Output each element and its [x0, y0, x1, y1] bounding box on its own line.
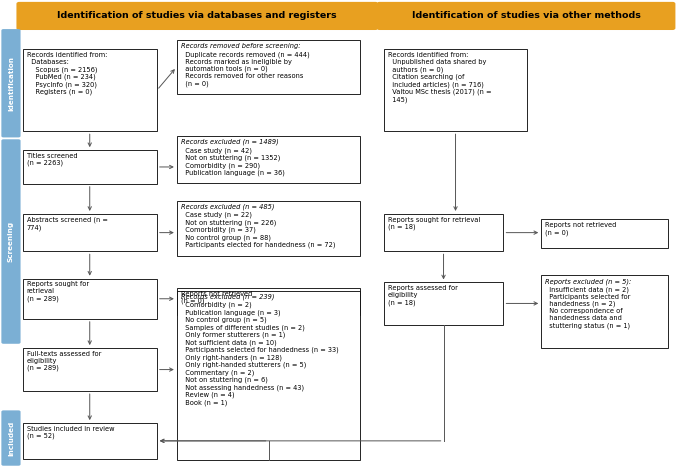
FancyBboxPatch shape: [1, 410, 21, 466]
Text: Reports sought for retrieval
(n = 18): Reports sought for retrieval (n = 18): [388, 217, 480, 230]
Text: Records removed before screening:: Records removed before screening:: [181, 43, 300, 49]
Text: Records identified from:
  Databases:
    Scopus (n = 2156)
    PubMed (n = 234): Records identified from: Databases: Scop…: [27, 52, 107, 95]
Text: Studies included in review
(n = 52): Studies included in review (n = 52): [27, 426, 114, 439]
FancyBboxPatch shape: [23, 348, 157, 391]
FancyBboxPatch shape: [1, 139, 21, 344]
FancyBboxPatch shape: [23, 49, 157, 131]
FancyBboxPatch shape: [384, 214, 503, 251]
Text: Abstracts screened (n =
774): Abstracts screened (n = 774): [27, 217, 108, 231]
Text: Records excluded (n = 485): Records excluded (n = 485): [181, 204, 274, 210]
Text: Records excluded (n = 239): Records excluded (n = 239): [181, 294, 274, 300]
FancyBboxPatch shape: [384, 49, 527, 131]
FancyBboxPatch shape: [384, 282, 503, 325]
Text: Identification of studies via databases and registers: Identification of studies via databases …: [58, 11, 337, 21]
FancyBboxPatch shape: [541, 219, 668, 248]
Text: Comorbidity (n = 2)
  Publication language (n = 3)
  No control group (n = 5)
  : Comorbidity (n = 2) Publication language…: [181, 302, 338, 406]
FancyBboxPatch shape: [16, 2, 378, 30]
FancyBboxPatch shape: [23, 279, 157, 319]
FancyBboxPatch shape: [177, 40, 360, 94]
FancyBboxPatch shape: [377, 2, 675, 30]
Text: Full-texts assessed for
eligibility
(n = 289): Full-texts assessed for eligibility (n =…: [27, 351, 101, 371]
FancyBboxPatch shape: [23, 423, 157, 459]
Text: Case study (n = 22)
  Not on stuttering (n = 226)
  Comorbidity (n = 37)
  No co: Case study (n = 22) Not on stuttering (n…: [181, 212, 336, 249]
Text: Reports not retrieved
(n = 0): Reports not retrieved (n = 0): [181, 291, 252, 304]
FancyBboxPatch shape: [177, 201, 360, 256]
FancyBboxPatch shape: [177, 136, 360, 183]
Text: Insufficient data (n = 2)
  Participants selected for
  handedness (n = 2)
  No : Insufficient data (n = 2) Participants s…: [545, 287, 631, 329]
Text: Screening: Screening: [8, 221, 14, 262]
Text: Records identified from:
  Unpublished data shared by
  authors (n = 0)
  Citati: Records identified from: Unpublished dat…: [388, 52, 491, 103]
FancyBboxPatch shape: [23, 150, 157, 184]
Text: Identification: Identification: [8, 56, 14, 111]
Text: Case study (n = 42)
  Not on stuttering (n = 1352)
  Comorbidity (n = 290)
  Pub: Case study (n = 42) Not on stuttering (n…: [181, 147, 285, 176]
FancyBboxPatch shape: [1, 29, 21, 137]
FancyBboxPatch shape: [541, 275, 668, 348]
FancyBboxPatch shape: [177, 291, 360, 460]
Text: Identification of studies via other methods: Identification of studies via other meth…: [412, 11, 640, 21]
Text: Reports excluded (n = 5):: Reports excluded (n = 5):: [545, 278, 632, 285]
Text: Reports sought for
retrieval
(n = 289): Reports sought for retrieval (n = 289): [27, 281, 89, 302]
Text: Titles screened
(n = 2263): Titles screened (n = 2263): [27, 153, 77, 166]
Text: Duplicate records removed (n = 444)
  Records marked as ineligible by
  automati: Duplicate records removed (n = 444) Reco…: [181, 51, 310, 86]
Text: Included: Included: [8, 420, 14, 456]
Text: Reports not retrieved
(n = 0): Reports not retrieved (n = 0): [545, 222, 616, 236]
Text: Records excluded (n = 1489): Records excluded (n = 1489): [181, 139, 279, 145]
FancyBboxPatch shape: [23, 214, 157, 251]
FancyBboxPatch shape: [177, 288, 360, 315]
Text: Reports assessed for
eligibility
(n = 18): Reports assessed for eligibility (n = 18…: [388, 285, 458, 306]
